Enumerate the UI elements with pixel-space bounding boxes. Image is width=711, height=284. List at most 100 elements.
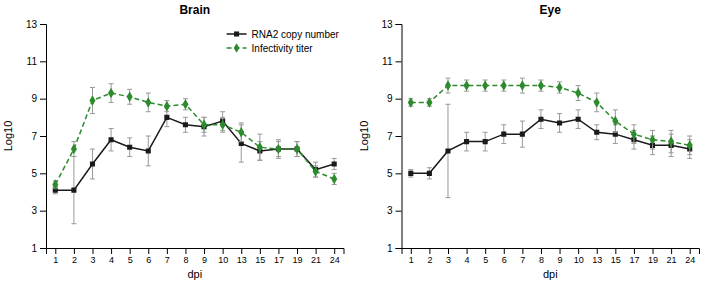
tick-label: 2 bbox=[427, 255, 432, 265]
marker bbox=[71, 144, 77, 155]
tick-mark bbox=[467, 248, 468, 254]
tick-mark bbox=[448, 248, 449, 254]
tick: 24 bbox=[685, 248, 695, 265]
tick: 11 bbox=[382, 56, 401, 67]
error-bar bbox=[483, 80, 488, 91]
tick: 10 bbox=[218, 248, 228, 265]
tick-mark bbox=[522, 248, 523, 254]
tick-mark bbox=[223, 248, 224, 254]
tick: 4 bbox=[109, 248, 114, 265]
tick: 1 bbox=[387, 243, 402, 254]
tick-mark bbox=[40, 211, 46, 212]
error-bar bbox=[594, 125, 599, 140]
tick-label: 11 bbox=[382, 56, 393, 67]
tick-label: 9 bbox=[202, 255, 207, 265]
tick-mark bbox=[578, 248, 579, 254]
error-bar bbox=[90, 149, 95, 179]
marker bbox=[108, 88, 114, 99]
series bbox=[408, 104, 692, 197]
series bbox=[53, 108, 337, 224]
error-bar bbox=[501, 80, 506, 91]
tick-label: 19 bbox=[648, 255, 658, 265]
tick-mark bbox=[396, 99, 402, 100]
legend-label: Infectivity titer bbox=[252, 43, 314, 54]
tick: 5 bbox=[128, 248, 133, 265]
tick-mark bbox=[40, 61, 46, 62]
marker bbox=[538, 117, 543, 122]
error-bar bbox=[427, 168, 432, 179]
y-axis-title: Log10 bbox=[358, 121, 370, 152]
marker bbox=[649, 134, 655, 145]
marker bbox=[427, 171, 432, 176]
series bbox=[408, 78, 693, 155]
error-bar bbox=[239, 125, 244, 162]
marker bbox=[501, 132, 506, 137]
tick: 3 bbox=[387, 205, 402, 216]
error-bar bbox=[127, 89, 132, 104]
tick: 6 bbox=[502, 248, 507, 265]
panel: 12345678910131517192124135791113EyedpiLo… bbox=[358, 3, 700, 280]
tick: 7 bbox=[520, 248, 525, 265]
tick: 21 bbox=[311, 248, 321, 265]
tick: 8 bbox=[183, 248, 188, 265]
tick: 15 bbox=[611, 248, 621, 265]
marker bbox=[146, 148, 151, 153]
tick-mark bbox=[241, 248, 242, 254]
error-bar bbox=[164, 101, 169, 112]
legend-label: RNA2 copy number bbox=[252, 29, 340, 40]
tick-mark bbox=[504, 248, 505, 254]
y-axis: 135791113 bbox=[381, 19, 402, 254]
tick-mark bbox=[396, 211, 402, 212]
axis-line bbox=[396, 25, 403, 249]
tick: 17 bbox=[629, 248, 639, 265]
tick-label: 7 bbox=[520, 255, 525, 265]
line bbox=[55, 93, 334, 184]
marker bbox=[313, 166, 319, 177]
legend: RNA2 copy number Infectivity titer bbox=[227, 29, 340, 54]
tick-mark bbox=[316, 248, 317, 254]
tick-mark bbox=[396, 61, 402, 62]
tick-mark bbox=[396, 173, 402, 174]
error-bar bbox=[109, 129, 114, 151]
marker bbox=[408, 97, 414, 108]
tick-mark bbox=[204, 248, 205, 254]
tick-mark bbox=[396, 248, 402, 249]
tick-label: 17 bbox=[274, 255, 284, 265]
error-bar bbox=[687, 140, 692, 159]
chart: 12345678910131517192124135791113Braindpi… bbox=[0, 0, 711, 284]
tick: 1 bbox=[31, 243, 46, 254]
tick: 5 bbox=[483, 248, 488, 265]
tick-label: 3 bbox=[446, 255, 451, 265]
marker bbox=[52, 179, 58, 190]
tick-label: 21 bbox=[667, 255, 677, 265]
error-bar bbox=[669, 130, 674, 152]
tick-label: 9 bbox=[558, 255, 563, 265]
error-bar bbox=[220, 112, 225, 131]
tick-mark bbox=[148, 248, 149, 254]
error-bar bbox=[127, 138, 132, 157]
marker bbox=[482, 80, 488, 91]
tick: 19 bbox=[293, 248, 303, 265]
legend-item: Infectivity titer bbox=[227, 43, 314, 54]
error-bar bbox=[276, 140, 281, 159]
tick-mark bbox=[690, 248, 691, 254]
tick-label: 13 bbox=[381, 19, 393, 30]
tick-label: 7 bbox=[31, 131, 37, 142]
marker bbox=[89, 95, 95, 106]
error-bar bbox=[295, 142, 300, 157]
error-bar bbox=[257, 134, 262, 160]
tick: 1 bbox=[53, 248, 58, 265]
marker bbox=[445, 148, 450, 153]
axis-line bbox=[40, 25, 47, 249]
error-bar bbox=[276, 142, 281, 157]
marker bbox=[182, 99, 188, 110]
marker bbox=[668, 136, 674, 147]
tick-mark bbox=[429, 248, 430, 254]
error-bar bbox=[313, 162, 318, 177]
tick-label: 13 bbox=[26, 19, 38, 30]
marker bbox=[183, 122, 188, 127]
tick-label: 10 bbox=[574, 255, 584, 265]
tick: 10 bbox=[574, 248, 584, 265]
marker bbox=[687, 140, 693, 151]
marker bbox=[275, 144, 281, 155]
